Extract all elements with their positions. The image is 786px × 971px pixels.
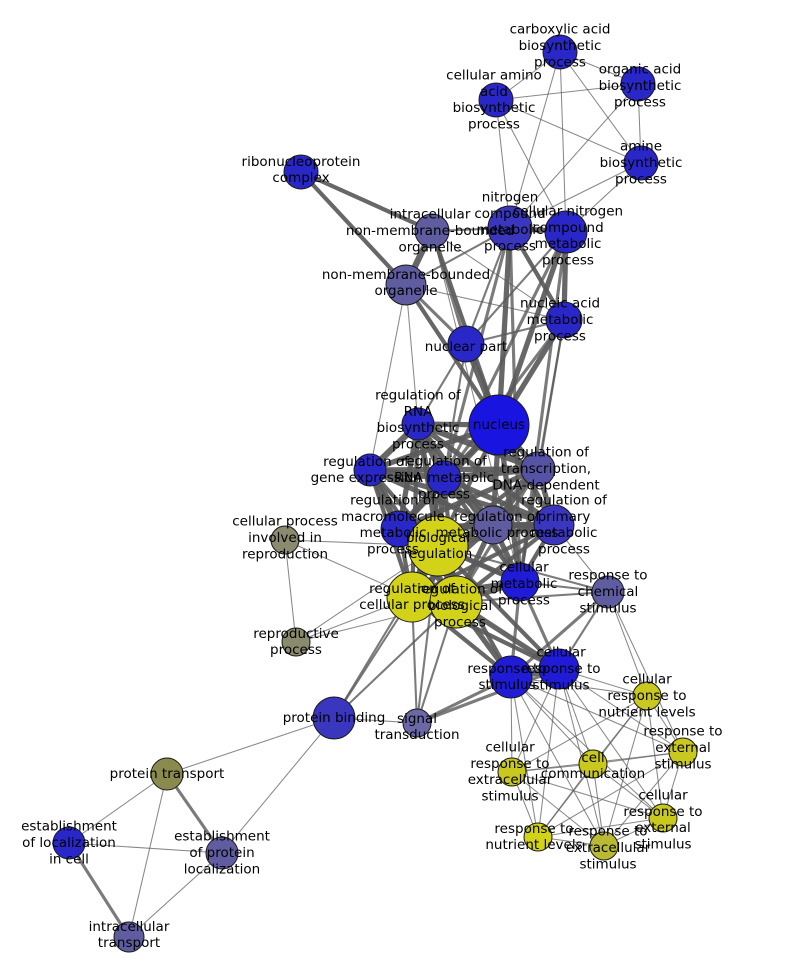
graph-node[interactable] [632,681,662,711]
graph-edge [442,342,468,480]
graph-node[interactable] [150,757,184,791]
graph-edge [298,169,435,234]
graph-edge [495,99,567,233]
graph-node[interactable] [589,831,619,861]
graph-edge [592,763,664,819]
graph-node[interactable] [283,154,319,190]
graph-node[interactable] [668,737,698,767]
graph-edge [510,676,684,753]
graph-node[interactable] [401,407,435,441]
graph-edge [415,667,561,725]
graph-node[interactable] [578,749,608,779]
graph-edge [558,668,664,819]
graph-edge [369,284,407,471]
graph-node[interactable] [544,210,588,254]
graph-node[interactable] [545,301,583,339]
graph-edge [396,466,541,532]
graph-node[interactable] [497,757,527,787]
graph-edge [511,771,664,819]
graph-edge [646,695,664,819]
graph-edge [68,842,223,854]
graph-edge [537,817,664,838]
graph-node[interactable] [623,145,659,181]
graph-node[interactable] [468,394,530,456]
graph-node[interactable] [487,205,533,251]
graph-node[interactable] [500,562,540,602]
graph-node[interactable] [538,648,580,690]
graph-edge [537,763,594,838]
graph-node[interactable] [312,696,356,740]
graph-node[interactable] [52,826,86,860]
graph-node[interactable] [489,655,533,699]
graph-node[interactable] [386,571,438,623]
graph-edge [495,83,639,101]
graph-edge [430,229,468,346]
graph-node[interactable] [447,325,485,363]
graph-node[interactable] [542,34,578,70]
graph-edge [559,51,567,233]
graph-node[interactable] [478,82,514,118]
graph-edge [496,225,513,428]
graph-edge [537,751,684,838]
graph-edge [431,230,565,321]
graph-edge [495,99,642,164]
graph-edge [607,591,648,697]
node-layer [52,34,698,953]
graph-node[interactable] [620,66,656,102]
graph-node[interactable] [402,708,432,738]
graph-edge [509,83,639,229]
graph-node[interactable] [113,921,145,953]
graph-edge [128,852,223,938]
graph-edge [603,695,648,847]
graph-edge [509,162,642,229]
graph-node[interactable] [353,453,387,487]
graph-edge [510,676,539,838]
graph-node[interactable] [407,515,469,577]
graph-node[interactable] [591,575,625,609]
graph-node[interactable] [473,505,513,545]
edge-layer [67,51,684,939]
graph-edge [511,771,605,847]
graph-edge [128,773,168,938]
graph-node[interactable] [648,803,678,833]
graph-edge [509,51,561,229]
graph-node[interactable] [520,451,556,487]
graph-node[interactable] [523,822,553,852]
graph-edge [332,600,458,720]
graph-node[interactable] [270,525,300,555]
graph-edge [510,676,605,847]
graph-edge [511,695,648,773]
graph-node[interactable] [281,627,311,657]
graph-edge [559,51,642,164]
graph-edge [68,773,168,844]
graph-edge [405,284,565,321]
graph-edge [298,169,409,288]
graph-node[interactable] [429,575,483,629]
graph-edge [603,751,684,847]
graph-edge [166,717,335,775]
graph-node[interactable] [414,213,450,249]
graph-edge [537,668,560,838]
graph-node[interactable] [205,836,239,870]
graph-edge [284,539,297,643]
graph-node[interactable] [426,460,462,496]
graph-node[interactable] [533,504,575,546]
graph-edge [67,841,131,939]
graph-edge [409,522,557,600]
graph-node[interactable] [385,264,427,306]
graph-edge [607,591,684,753]
graph-edge [221,717,335,854]
graph-edge [405,284,419,425]
